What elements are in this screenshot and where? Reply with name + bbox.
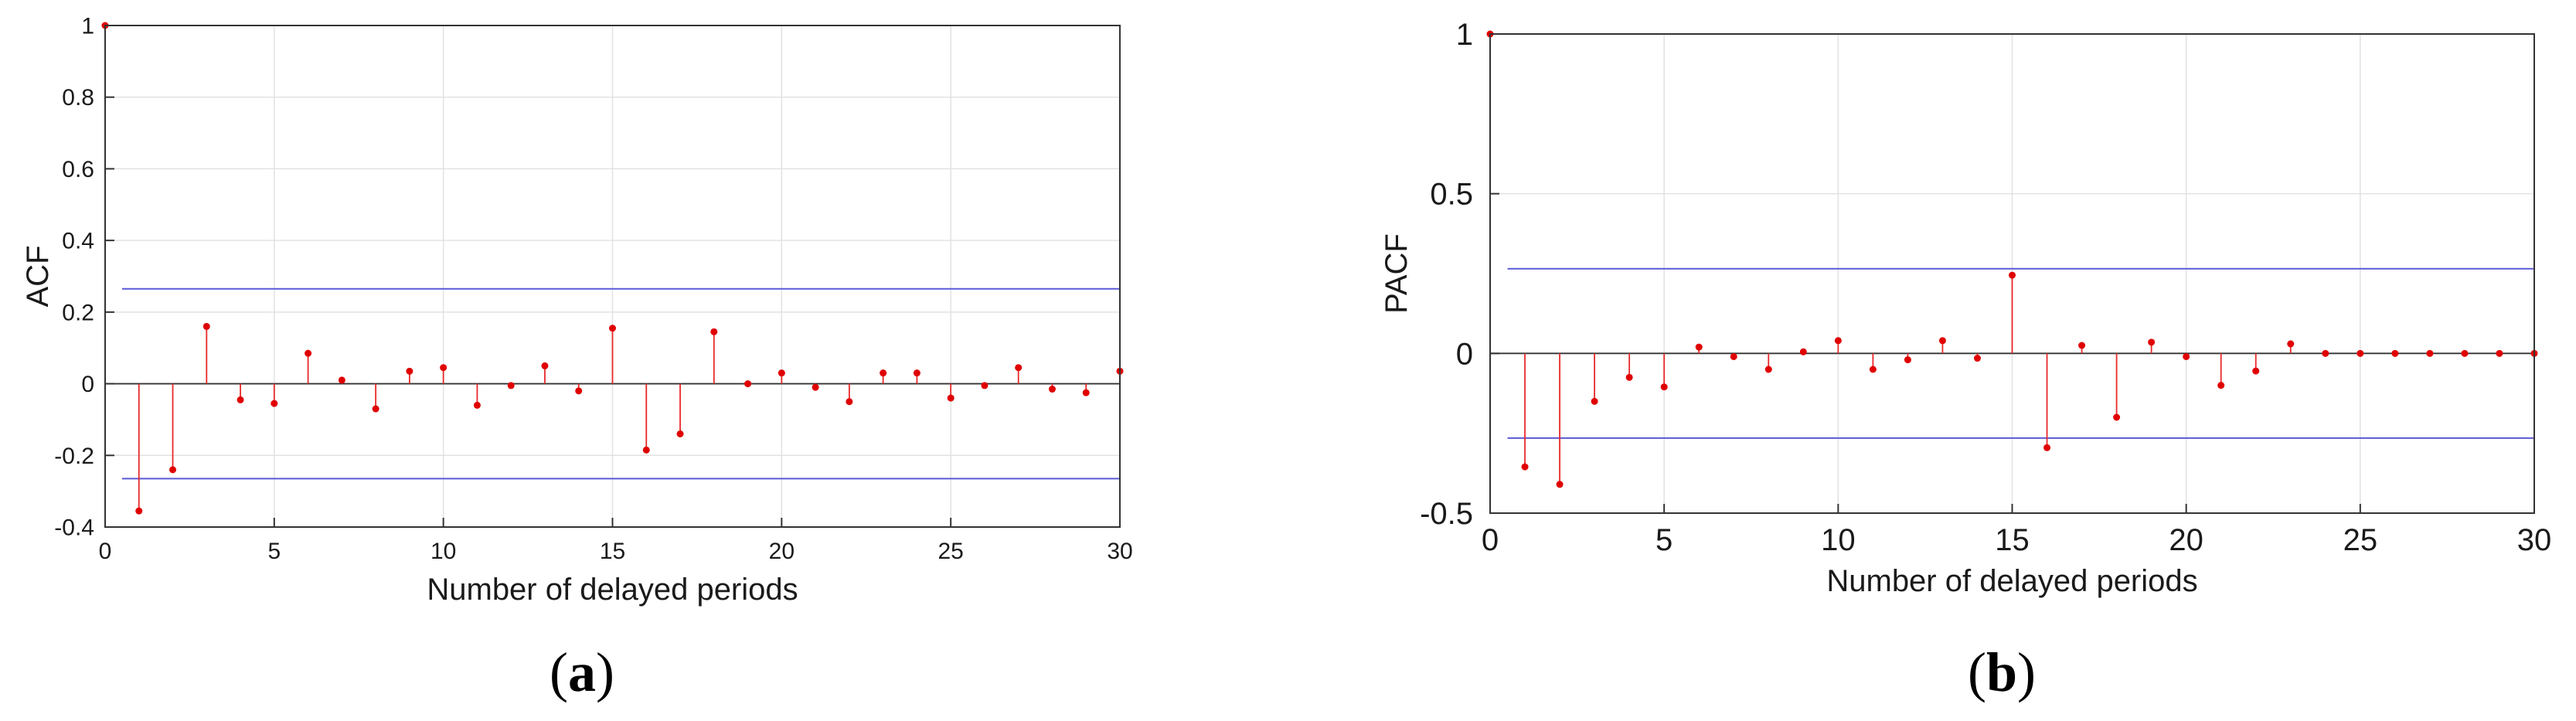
acf-marker <box>913 369 920 377</box>
pacf-marker <box>1799 348 1807 355</box>
pacf-y-tick-label: 0 <box>1456 337 1473 371</box>
acf-y-tick-label: 0.4 <box>62 229 94 254</box>
acf-x-axis-title: Number of delayed periods <box>427 573 798 607</box>
acf-marker <box>202 322 210 330</box>
acf-x-tick-label: 10 <box>430 539 456 564</box>
acf-marker <box>305 349 312 357</box>
acf-marker <box>473 401 481 409</box>
pacf-x-tick-label: 0 <box>1482 523 1499 557</box>
panel-b-caption-close: ) <box>2017 641 2036 703</box>
panel-a-caption: (a) <box>550 641 614 703</box>
panel-b-caption-letter: b <box>1986 641 2017 703</box>
pacf-marker <box>1938 337 1946 345</box>
pacf-marker <box>2496 349 2503 357</box>
pacf-marker <box>1904 356 1911 364</box>
pacf-panel: 0 5 10 15 20 25 30 -0.5 0 0.5 1 Number of delayed p… <box>1380 18 2551 598</box>
pacf-marker <box>1521 463 1529 471</box>
acf-marker <box>1015 364 1023 372</box>
pacf-marker <box>2183 352 2190 360</box>
pacf-marker <box>2426 349 2434 357</box>
pacf-marker <box>2217 382 2225 389</box>
acf-marker <box>710 328 718 335</box>
pacf-marker <box>1973 355 1981 362</box>
acf-y-axis-title: ACF <box>21 246 55 308</box>
acf-marker <box>440 364 447 372</box>
acf-x-tick-label: 15 <box>600 539 625 564</box>
panel-a-caption-close: ) <box>596 641 614 703</box>
pacf-marker <box>1591 397 1598 405</box>
acf-x-tick-label: 20 <box>769 539 795 564</box>
pacf-x-tick-label: 10 <box>1821 523 1856 557</box>
pacf-marker <box>1660 383 1668 391</box>
pacf-marker <box>1556 481 1564 488</box>
pacf-x-tick-label: 25 <box>2343 523 2378 557</box>
pacf-marker <box>1869 366 1877 373</box>
acf-marker <box>271 400 278 407</box>
pacf-marker <box>2252 367 2260 375</box>
acf-marker <box>981 382 989 389</box>
pacf-x-tick-label: 15 <box>1995 523 2030 557</box>
pacf-x-tick-label: 20 <box>2169 523 2203 557</box>
acf-marker <box>846 398 853 406</box>
acf-x-tick-label: 0 <box>99 539 112 564</box>
acf-marker <box>676 430 684 437</box>
pacf-marker <box>2148 338 2156 346</box>
pacf-y-tick-label: 0.5 <box>1430 178 1473 212</box>
acf-marker <box>812 383 819 391</box>
panel-a-caption-letter: a <box>568 641 596 703</box>
pacf-marker <box>2113 413 2121 421</box>
pacf-marker <box>2391 349 2399 357</box>
pacf-marker <box>1764 366 1772 373</box>
pacf-x-axis-title: Number of delayed periods <box>1826 564 2197 598</box>
panel-a-caption-open: ( <box>550 641 568 703</box>
pacf-x-tick-label: 30 <box>2517 523 2552 557</box>
pacf-x-tick-label: 5 <box>1656 523 1673 557</box>
pacf-marker <box>1625 373 1633 381</box>
pacf-marker <box>2461 349 2469 357</box>
acf-marker <box>1082 389 1090 396</box>
acf-marker <box>507 382 515 389</box>
pacf-y-axis-title: PACF <box>1380 233 1414 314</box>
pacf-y-tick-label: -0.5 <box>1420 497 1473 531</box>
acf-panel: 0 5 10 15 20 25 30 -0.4 -0.2 0 0.2 0.4 0.6 0.8 1 Number… <box>21 14 1133 607</box>
panel-b-caption: (b) <box>1968 641 2036 703</box>
acf-marker <box>1048 386 1056 393</box>
acf-y-tick-label: 0.8 <box>62 85 94 111</box>
panel-b-caption-open: ( <box>1968 641 1986 703</box>
acf-marker <box>575 387 583 395</box>
acf-y-tick-label: 0.6 <box>62 157 94 182</box>
acf-marker <box>406 367 413 375</box>
acf-marker <box>237 396 244 403</box>
acf-marker <box>338 376 345 384</box>
pacf-marker <box>2009 271 2016 279</box>
acf-y-tick-label: 1 <box>81 14 94 39</box>
acf-y-tick-label: -0.4 <box>54 515 94 541</box>
pacf-marker <box>1730 352 1737 360</box>
pacf-marker <box>1834 337 1842 345</box>
acf-marker <box>169 466 177 474</box>
pacf-marker <box>2287 340 2295 348</box>
pacf-marker <box>2322 349 2329 357</box>
acf-y-tick-label: 0 <box>81 372 94 397</box>
acf-y-tick-label: -0.2 <box>54 444 94 469</box>
acf-marker <box>609 325 616 332</box>
acf-x-tick-label: 25 <box>938 539 963 564</box>
acf-marker <box>947 394 955 402</box>
acf-x-tick-label: 30 <box>1107 539 1132 564</box>
acf-marker <box>642 446 650 454</box>
acf-marker <box>135 507 143 515</box>
acf-marker <box>541 362 549 369</box>
pacf-marker <box>2357 349 2364 357</box>
pacf-marker <box>2043 444 2051 451</box>
acf-x-tick-label: 5 <box>267 539 281 564</box>
acf-marker <box>372 405 379 413</box>
acf-marker <box>880 369 887 377</box>
acf-marker <box>778 369 785 377</box>
pacf-marker <box>2078 342 2086 349</box>
pacf-marker <box>1695 343 1703 351</box>
acf-marker <box>744 380 752 388</box>
pacf-y-tick-label: 1 <box>1456 18 1473 52</box>
acf-y-tick-label: 0.2 <box>62 300 94 325</box>
